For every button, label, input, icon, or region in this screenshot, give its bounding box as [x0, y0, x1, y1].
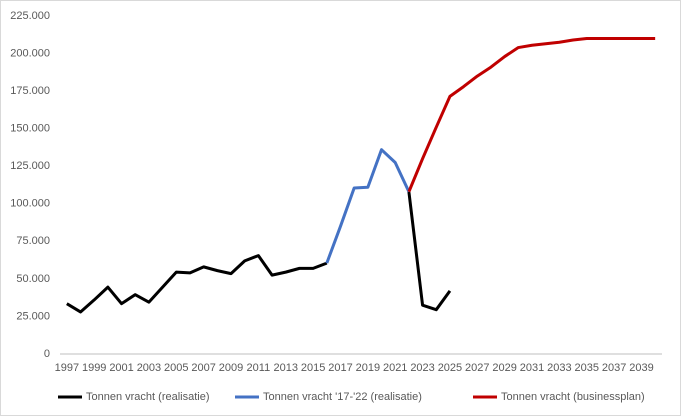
y-tick-label: 225.000	[10, 10, 50, 22]
x-tick-label: 2023	[410, 362, 434, 374]
x-tick-label: 2017	[328, 362, 352, 374]
x-tick-label: 2009	[219, 362, 243, 374]
series-line	[66, 191, 452, 314]
x-tick-label: 2039	[629, 362, 653, 374]
x-tick-label: 2025	[438, 362, 462, 374]
y-tick-label: 175.000	[10, 85, 50, 97]
x-tick-label: 2021	[383, 362, 407, 374]
x-tick-label: 2015	[301, 362, 325, 374]
x-tick-label: 2019	[356, 362, 380, 374]
x-tick-label: 2001	[109, 362, 133, 374]
x-tick-label: 1999	[82, 362, 106, 374]
series-line	[325, 148, 411, 264]
y-tick-label: 50.000	[16, 273, 50, 285]
legend-label: Tonnen vracht '17-'22 (realisatie)	[263, 391, 422, 403]
series-line	[407, 37, 656, 193]
y-tick-label: 200.000	[10, 47, 50, 59]
x-tick-label: 2033	[547, 362, 571, 374]
x-tick-label: 2035	[575, 362, 599, 374]
y-tick-label: 75.000	[16, 235, 50, 247]
x-tick-label: 2005	[164, 362, 188, 374]
y-tick-label: 25.000	[16, 310, 50, 322]
y-tick-label: 125.000	[10, 160, 50, 172]
x-tick-label: 2007	[191, 362, 215, 374]
x-tick-label: 2011	[247, 362, 271, 374]
x-tick-label: 2027	[465, 362, 489, 374]
legend-label: Tonnen vracht (businessplan)	[501, 391, 645, 403]
y-tick-label: 0	[44, 348, 50, 360]
x-tick-label: 2003	[137, 362, 161, 374]
x-tick-label: 1997	[55, 362, 79, 374]
y-tick-label: 150.000	[10, 123, 50, 135]
x-tick-label: 2037	[602, 362, 626, 374]
legend-label: Tonnen vracht (realisatie)	[86, 391, 210, 403]
y-tick-label: 100.000	[10, 198, 50, 210]
x-tick-label: 2029	[492, 362, 516, 374]
x-tick-label: 2031	[520, 362, 544, 374]
x-tick-label: 2013	[274, 362, 298, 374]
